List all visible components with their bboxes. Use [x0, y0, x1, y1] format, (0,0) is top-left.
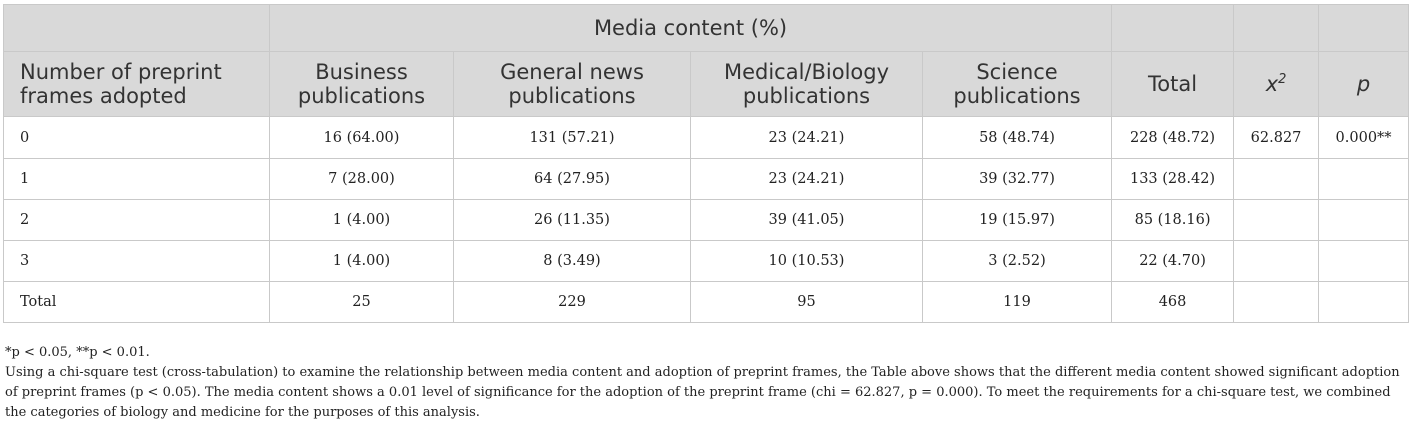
- table-cell: [1318, 240, 1410, 282]
- table-cell: 23 (24.21): [690, 158, 923, 200]
- table-cell: [1318, 158, 1410, 200]
- results-table-container: Media content (%) Number of preprint fra…: [3, 4, 1410, 323]
- table-cell: 58 (48.74): [921, 116, 1113, 159]
- table-cell: 3 (2.52): [921, 240, 1113, 282]
- table-notes: *p < 0.05, **p < 0.01. Using a chi-squar…: [5, 343, 1405, 423]
- table-cell: 3: [3, 240, 270, 282]
- column-header-chi-square: x2: [1233, 51, 1320, 117]
- table-cell: Total: [3, 281, 270, 323]
- column-header-medical-biology: Medical/Biology publications: [690, 51, 923, 117]
- table-cell: 0: [3, 116, 270, 159]
- table-cell: 2: [3, 199, 270, 241]
- header-row-group: Media content (%): [3, 4, 1410, 52]
- media-content-group-header: Media content (%): [268, 4, 1113, 52]
- column-header-total: Total: [1111, 51, 1235, 117]
- header-blank-cell: [1318, 4, 1410, 52]
- table-cell: 229: [453, 281, 691, 323]
- table-cell: 95: [690, 281, 923, 323]
- table-cell: [1233, 158, 1320, 200]
- row-header-label: Number of preprint frames adopted: [3, 51, 270, 117]
- table-cell: 1 (4.00): [269, 199, 454, 241]
- chi-square-table: Media content (%) Number of preprint fra…: [3, 4, 1410, 323]
- table-cell: [1233, 240, 1320, 282]
- table-cell: 468: [1111, 281, 1235, 323]
- table-cell: 133 (28.42): [1111, 158, 1235, 200]
- table-cell: 228 (48.72): [1111, 116, 1235, 159]
- header-blank-cell: [1111, 4, 1235, 52]
- table-cell: 85 (18.16): [1111, 199, 1235, 241]
- table-cell: 62.827: [1233, 116, 1320, 159]
- table-cell: 39 (41.05): [690, 199, 923, 241]
- column-header-p: p: [1318, 51, 1410, 117]
- table-row: 3 1 (4.00) 8 (3.49) 10 (10.53) 3 (2.52) …: [3, 240, 1410, 282]
- analysis-description: Using a chi-square test (cross-tabulatio…: [5, 365, 1400, 420]
- column-header-science: Science publications: [921, 51, 1113, 117]
- table-cell: 1: [3, 158, 270, 200]
- table-cell: 8 (3.49): [453, 240, 691, 282]
- table-cell: 64 (27.95): [453, 158, 691, 200]
- table-cell: 39 (32.77): [921, 158, 1113, 200]
- table-cell: 119: [921, 281, 1113, 323]
- column-header-general-news: General news publications: [453, 51, 691, 117]
- header-blank-cell: [3, 4, 270, 52]
- table-cell: 131 (57.21): [453, 116, 691, 159]
- column-header-business: Business publications: [269, 51, 454, 117]
- table-cell: 23 (24.21): [690, 116, 923, 159]
- table-cell: 7 (28.00): [269, 158, 454, 200]
- table-cell: 22 (4.70): [1111, 240, 1235, 282]
- table-cell: [1233, 281, 1320, 323]
- chi-symbol: x: [1265, 72, 1279, 96]
- significance-note: *p < 0.05, **p < 0.01.: [5, 345, 150, 360]
- table-cell: [1233, 199, 1320, 241]
- table-row: 0 16 (64.00) 131 (57.21) 23 (24.21) 58 (…: [3, 116, 1410, 159]
- table-cell: 26 (11.35): [453, 199, 691, 241]
- table-row: 2 1 (4.00) 26 (11.35) 39 (41.05) 19 (15.…: [3, 199, 1410, 241]
- table-cell: 25: [269, 281, 454, 323]
- table-cell: 10 (10.53): [690, 240, 923, 282]
- header-row-columns: Number of preprint frames adopted Busine…: [3, 51, 1410, 117]
- table-cell: [1318, 281, 1410, 323]
- table-row: 1 7 (28.00) 64 (27.95) 23 (24.21) 39 (32…: [3, 158, 1410, 200]
- table-cell: 0.000**: [1318, 116, 1410, 159]
- header-blank-cell: [1233, 4, 1320, 52]
- table-row-total: Total 25 229 95 119 468: [3, 281, 1410, 323]
- table-cell: [1318, 199, 1410, 241]
- table-cell: 1 (4.00): [269, 240, 454, 282]
- chi-superscript: 2: [1278, 72, 1287, 87]
- table-cell: 19 (15.97): [921, 199, 1113, 241]
- table-cell: 16 (64.00): [269, 116, 454, 159]
